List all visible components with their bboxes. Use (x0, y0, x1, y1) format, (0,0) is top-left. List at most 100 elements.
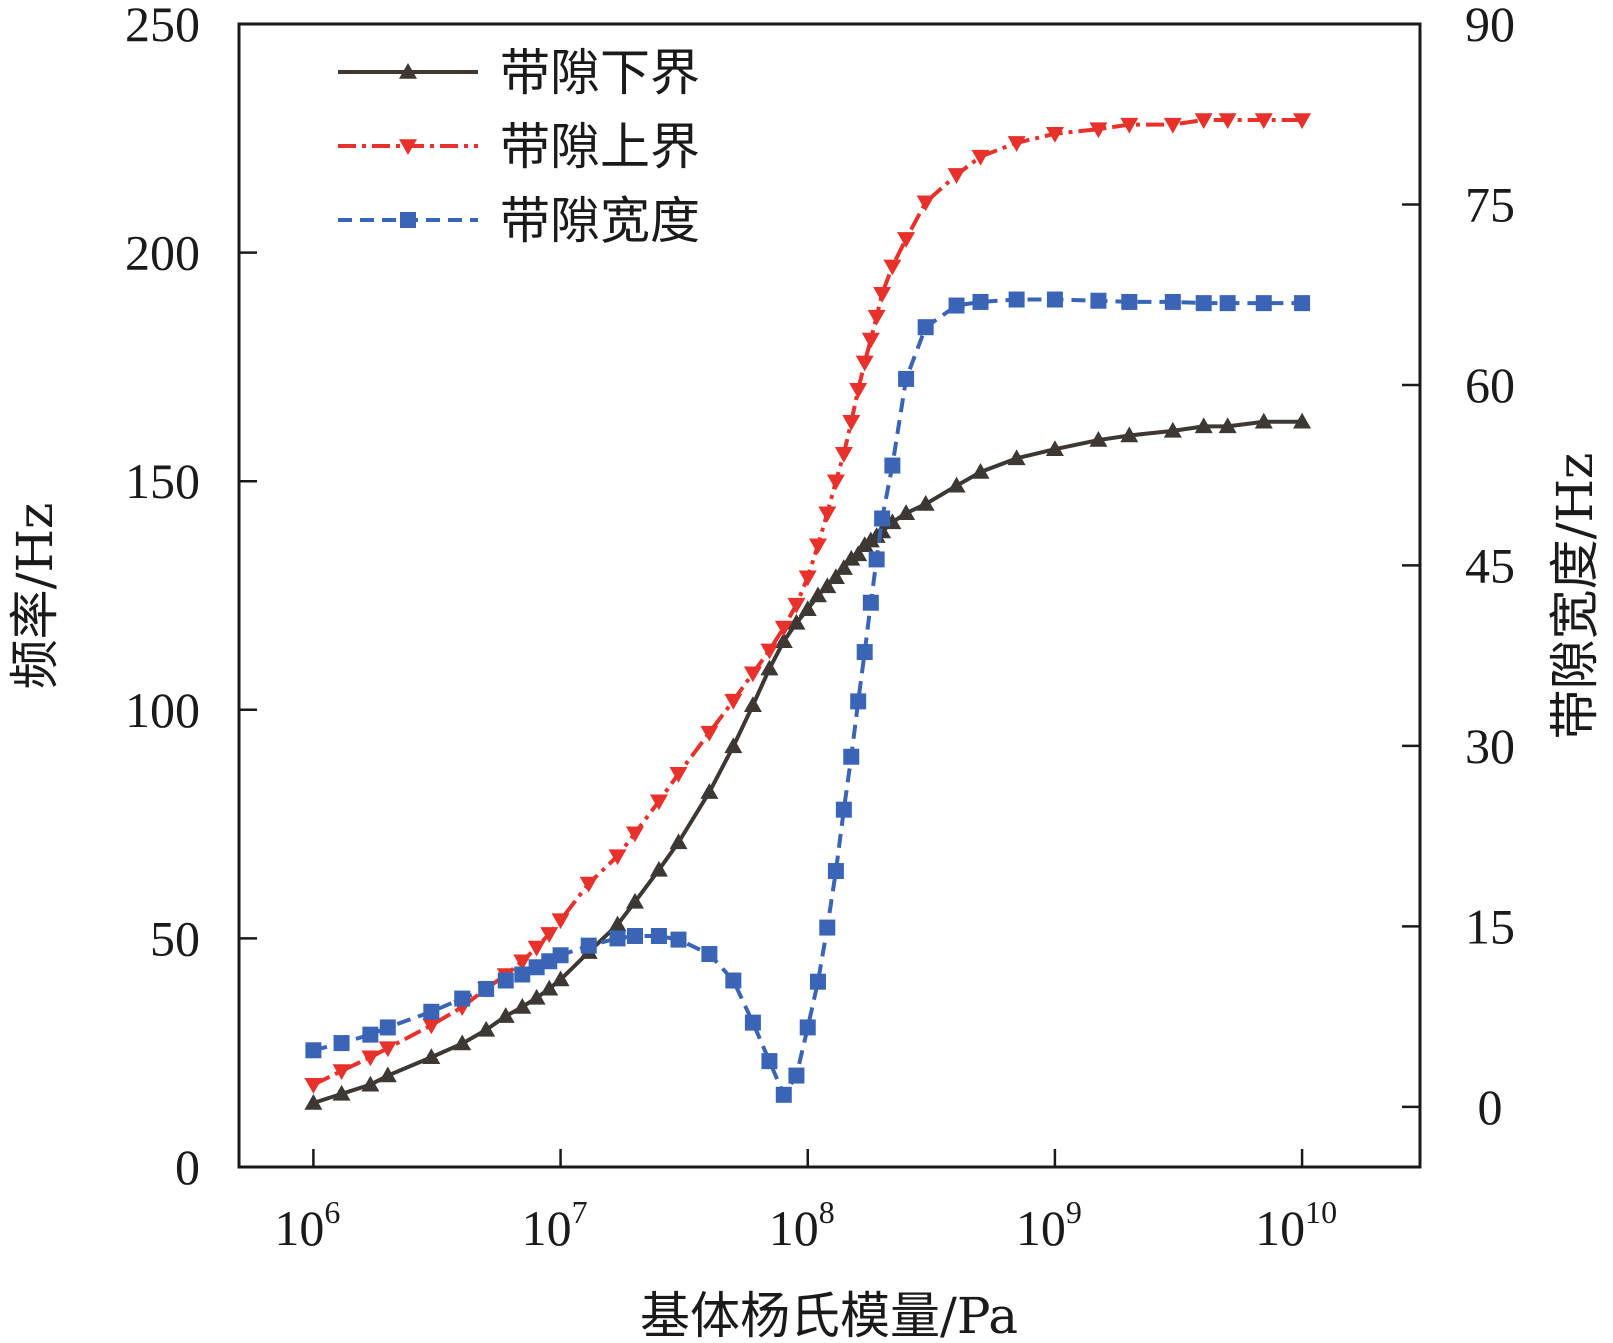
legend-item: 带隙上界 (338, 118, 700, 176)
legend-item: 带隙宽度 (338, 192, 700, 250)
data-point (608, 915, 627, 932)
x-tick-label-base: 10 (1016, 1200, 1066, 1256)
data-point (1008, 291, 1025, 308)
left-y-tick-label: 100 (125, 682, 200, 738)
data-point (744, 1014, 761, 1031)
data-point (826, 474, 845, 491)
data-point (551, 970, 570, 987)
data-point (625, 892, 644, 909)
data-point (1195, 295, 1212, 312)
data-point (788, 1067, 805, 1084)
data-point (1254, 113, 1273, 130)
x-tick-label: 107 (522, 1194, 588, 1256)
data-point (701, 946, 718, 963)
data-point (947, 476, 966, 493)
data-point (608, 849, 627, 866)
data-point (819, 919, 836, 936)
data-point (361, 1075, 380, 1092)
plot-frame (237, 22, 1422, 1169)
data-point (862, 594, 879, 611)
x-tick-label-exponent: 10 (1305, 1194, 1337, 1230)
right-y-tick-label: 90 (1465, 0, 1515, 52)
data-point (1254, 412, 1273, 429)
data-point (1045, 440, 1064, 456)
x-tick-label-exponent: 9 (1066, 1194, 1082, 1230)
data-point (1293, 113, 1312, 130)
data-point (760, 659, 779, 676)
data-point (1090, 292, 1107, 309)
data-point (497, 972, 514, 989)
data-point (774, 620, 793, 637)
data-point (834, 447, 853, 463)
data-point (972, 293, 989, 310)
data-point (332, 1064, 351, 1080)
left-y-tick-label: 50 (150, 910, 200, 966)
x-tick-label: 109 (1016, 1194, 1082, 1256)
legend-label: 带隙上界 (500, 118, 700, 176)
data-point (399, 63, 417, 79)
data-point (422, 1048, 441, 1065)
right-y-tick-label: 60 (1465, 357, 1515, 413)
series-layer (304, 113, 1312, 1110)
x-tick-label: 108 (769, 1194, 835, 1256)
data-point (761, 1053, 778, 1070)
data-point (743, 666, 762, 683)
data-point (897, 504, 916, 520)
left-y-tick-label: 0 (175, 1139, 200, 1195)
data-point (971, 463, 990, 479)
data-point (808, 586, 827, 603)
left-y-tick-label: 200 (125, 225, 200, 281)
data-point (1007, 136, 1026, 152)
data-point (1293, 412, 1312, 429)
legend-label: 带隙宽度 (500, 192, 700, 250)
data-point (540, 979, 559, 996)
data-point (478, 980, 495, 997)
x-tick-label-base: 10 (1255, 1200, 1305, 1256)
data-point (540, 927, 559, 943)
data-point (856, 644, 873, 661)
data-point (1294, 295, 1311, 312)
data-point (625, 826, 644, 843)
data-point (842, 415, 861, 431)
data-point (496, 1007, 515, 1023)
legend-label: 带隙下界 (500, 44, 700, 102)
data-point (1163, 421, 1182, 438)
data-point (724, 693, 743, 710)
data-point (1163, 117, 1182, 134)
data-point (579, 876, 598, 893)
data-point (834, 559, 853, 575)
data-point (971, 149, 990, 166)
data-point (1120, 426, 1139, 443)
data-point (514, 966, 531, 983)
data-point (873, 286, 892, 303)
data-point (787, 597, 806, 614)
data-point (1164, 293, 1181, 310)
data-point (609, 930, 626, 947)
data-point (787, 613, 806, 630)
data-point (333, 1035, 350, 1052)
data-point (827, 863, 844, 880)
data-point (867, 309, 886, 326)
series-triangle-up (304, 412, 1312, 1110)
data-point (669, 833, 688, 850)
right-y-axis-title: 带隙宽度/Hz (1546, 453, 1604, 740)
data-point (527, 940, 546, 957)
data-point (551, 913, 570, 930)
data-point (700, 783, 719, 799)
data-point (1007, 449, 1026, 466)
data-point (874, 510, 891, 527)
data-point (1120, 117, 1139, 134)
axis-ticks: 106 107 108 109 1010050100150200250015304560… (125, 0, 1515, 1256)
data-point (1089, 122, 1108, 139)
right-y-tick-label: 75 (1465, 176, 1515, 232)
data-point (1045, 126, 1064, 143)
data-point (725, 972, 742, 989)
data-point (798, 570, 817, 587)
data-point (809, 973, 826, 990)
x-tick-label-exponent: 6 (324, 1194, 340, 1230)
data-point (808, 538, 827, 555)
data-point (835, 801, 852, 818)
data-point (843, 748, 860, 765)
data-point (361, 1050, 380, 1067)
